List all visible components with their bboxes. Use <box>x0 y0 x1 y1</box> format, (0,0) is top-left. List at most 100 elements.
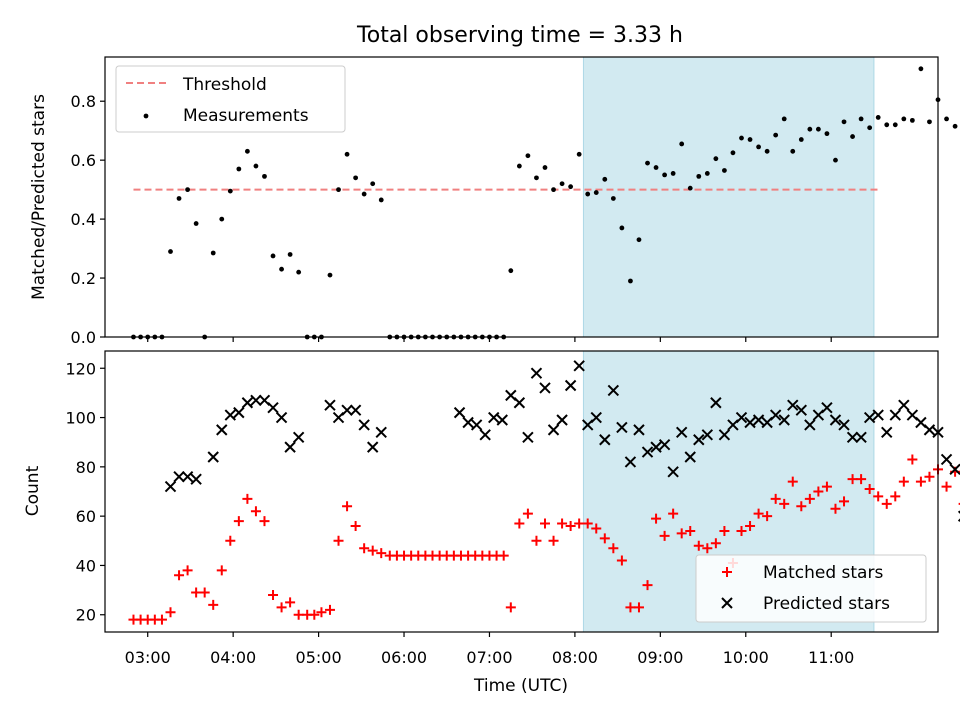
measurement-point <box>619 225 625 231</box>
matched-star-point <box>522 508 533 519</box>
measurement-point <box>559 181 565 187</box>
measurement-point <box>185 187 190 193</box>
top-y-axis-label: Matched/Predicted stars <box>29 94 49 300</box>
predicted-star-point <box>607 384 620 397</box>
measurement-point <box>696 173 702 179</box>
measurement-point <box>824 131 830 137</box>
legend-box <box>115 65 346 133</box>
predicted-star-point <box>624 456 637 468</box>
predicted-star-point <box>547 424 560 436</box>
matched-star-point <box>174 570 185 581</box>
x-tick-label: 03:00 <box>125 648 171 667</box>
matched-star-point <box>324 604 335 615</box>
legend-matched-swatch <box>722 567 732 577</box>
predicted-star-point <box>872 409 884 421</box>
measurement-point <box>551 187 556 193</box>
predicted-star-point <box>513 397 526 409</box>
predicted-star-point <box>650 441 662 453</box>
measurement-point <box>210 250 216 256</box>
measurement-point <box>516 163 522 169</box>
measurement-point <box>670 171 676 176</box>
predicted-star-point <box>658 438 671 451</box>
x-tick-label: 06:00 <box>381 648 427 667</box>
matched-star-point <box>633 602 644 613</box>
measurement-point <box>918 66 924 72</box>
matched-star-point <box>233 516 244 527</box>
matched-star-point <box>531 535 542 546</box>
legend-predicted-swatch <box>721 597 733 609</box>
matched-star-point <box>924 471 935 482</box>
predicted-star-point <box>462 416 474 429</box>
matched-star-point <box>156 614 167 625</box>
matched-star-point <box>770 493 781 504</box>
matched-star-point <box>216 565 227 576</box>
matched-star-point <box>225 535 236 546</box>
y-tick-label: 20 <box>76 606 96 625</box>
measurement-point <box>593 190 599 195</box>
y-tick-label: 0.2 <box>71 269 96 288</box>
measurement-point <box>807 126 813 132</box>
legend-box <box>695 554 927 623</box>
predicted-star-point <box>616 421 628 434</box>
predicted-star-point <box>173 471 185 483</box>
predicted-star-point <box>564 379 577 392</box>
measurement-point <box>227 188 233 194</box>
predicted-star-point <box>453 406 466 419</box>
measurement-point <box>344 151 350 157</box>
predicted-star-point <box>752 414 765 426</box>
matched-star-point <box>856 474 867 485</box>
matched-star-point <box>276 602 287 613</box>
predicted-star-point <box>375 426 387 439</box>
measurement-point <box>361 191 367 197</box>
matched-star-point <box>591 523 602 534</box>
matched-star-point <box>608 543 619 554</box>
matched-star-point <box>890 491 901 502</box>
predicted-star-point <box>470 419 483 431</box>
legend-threshold-label: Threshold <box>182 75 267 95</box>
predicted-star-point <box>349 404 362 416</box>
predicted-star-point <box>804 419 816 431</box>
matched-star-point <box>333 535 344 546</box>
y-tick-label: 60 <box>76 507 96 526</box>
predicted-star-point <box>522 431 534 443</box>
measurement-point <box>653 165 659 170</box>
axes-frame <box>104 350 939 633</box>
predicted-star-point <box>795 404 808 416</box>
predicted-star-point <box>838 419 850 431</box>
predicted-star-point <box>641 446 654 458</box>
matched-star-point <box>745 521 756 532</box>
x-axis-label: Time (UTC) <box>473 676 568 696</box>
matched-star-point <box>847 474 858 485</box>
predicted-star-point <box>787 399 799 411</box>
matched-star-point <box>736 525 747 536</box>
matched-star-point <box>762 511 773 522</box>
matched-star-point <box>250 506 261 517</box>
y-tick-label: 120 <box>65 359 96 378</box>
matched-star-point <box>625 602 636 613</box>
predicted-star-point <box>744 416 756 429</box>
matched-star-point <box>787 476 798 487</box>
measurement-point <box>628 278 633 284</box>
axes-frame <box>104 56 939 338</box>
matched-star-point <box>873 491 884 502</box>
measurement-point <box>662 172 668 178</box>
matched-star-point <box>505 602 516 613</box>
measurement-point <box>901 116 907 122</box>
measurement-point <box>867 125 873 131</box>
highlight-band <box>583 57 874 337</box>
predicted-star-point <box>599 434 611 446</box>
predicted-star-point <box>539 382 551 394</box>
predicted-star-point <box>181 471 194 483</box>
x-tick-label: 05:00 <box>296 648 342 667</box>
matched-star-point <box>376 548 387 559</box>
matched-star-point <box>941 481 952 492</box>
predicted-star-point <box>693 434 705 446</box>
measurement-point <box>747 137 753 142</box>
measurement-point <box>944 116 949 122</box>
matched-star-point <box>342 501 353 512</box>
legend-measurements-label: Measurements <box>183 106 309 126</box>
matched-star-point <box>915 476 926 487</box>
predicted-star-point <box>684 451 696 463</box>
matched-star-point <box>350 521 361 532</box>
matched-star-point <box>898 476 909 487</box>
